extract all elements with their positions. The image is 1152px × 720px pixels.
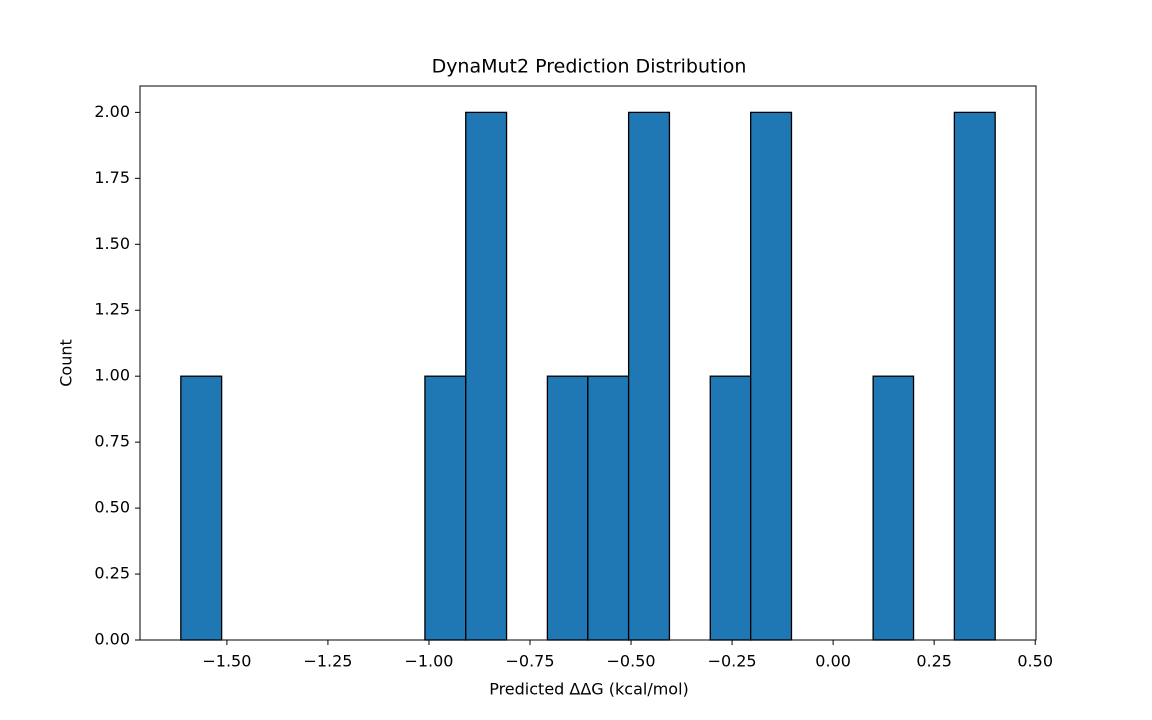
bar bbox=[587, 375, 630, 641]
y-tick-label: 1.50 bbox=[94, 234, 130, 253]
y-tick-label: 2.00 bbox=[94, 102, 130, 121]
bar bbox=[546, 375, 589, 641]
x-tick-label: 0.00 bbox=[815, 652, 851, 671]
bar bbox=[180, 375, 223, 641]
y-tick-label: 1.25 bbox=[94, 300, 130, 319]
y-tick-label: 1.00 bbox=[94, 366, 130, 385]
x-tick-label: 0.50 bbox=[1017, 652, 1053, 671]
bar bbox=[424, 375, 467, 641]
bar bbox=[709, 375, 752, 641]
y-axis-label: Count bbox=[57, 339, 76, 387]
x-tick-label: −1.25 bbox=[303, 652, 352, 671]
axes-frame bbox=[139, 85, 1037, 641]
x-tick-label: −0.25 bbox=[708, 652, 757, 671]
y-tick-label: 1.75 bbox=[94, 168, 130, 187]
y-tick-label: 0.75 bbox=[94, 432, 130, 451]
x-tick-label: −1.00 bbox=[404, 652, 453, 671]
bar bbox=[750, 111, 793, 641]
bar bbox=[627, 111, 671, 641]
x-axis-label: Predicted ΔΔG (kcal/mol) bbox=[489, 680, 689, 699]
y-tick-label: 0.25 bbox=[94, 564, 130, 583]
bar bbox=[872, 375, 915, 641]
x-tick-label: −1.50 bbox=[202, 652, 251, 671]
y-tick-label: 0.00 bbox=[94, 630, 130, 649]
bar bbox=[953, 111, 996, 641]
bar bbox=[465, 111, 508, 641]
x-tick-label: −0.75 bbox=[505, 652, 554, 671]
x-tick-label: 0.25 bbox=[916, 652, 952, 671]
y-tick-label: 0.50 bbox=[94, 498, 130, 517]
chart-title: DynaMut2 Prediction Distribution bbox=[432, 56, 747, 78]
x-tick-label: −0.50 bbox=[607, 652, 656, 671]
